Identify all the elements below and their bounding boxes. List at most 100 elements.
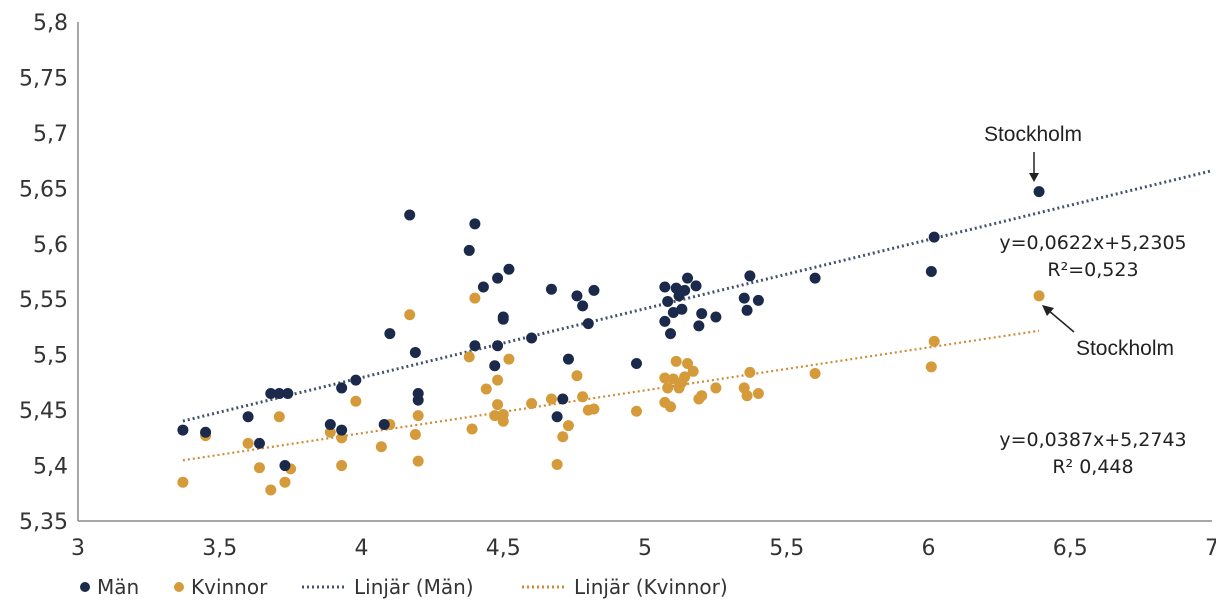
stockholm-kvinnor-label: Stockholm	[1076, 337, 1174, 360]
point-kvinnor	[744, 366, 756, 378]
point-kvinnor	[679, 371, 691, 383]
point-kvinnor	[1033, 290, 1045, 302]
point-man	[676, 303, 688, 315]
point-kvinnor	[279, 476, 291, 488]
point-man	[551, 411, 563, 423]
point-kvinnor	[412, 410, 424, 422]
x-tick-label: 3	[71, 536, 85, 561]
y-tick-label: 5,65	[19, 177, 68, 202]
point-man	[696, 308, 708, 320]
point-man	[469, 340, 481, 352]
y-tick-label: 5,5	[33, 344, 68, 369]
legend-trend-man-label: Linjär (Män)	[354, 575, 474, 599]
point-kvinnor	[577, 391, 589, 403]
point-kvinnor	[662, 382, 674, 394]
point-man	[253, 437, 265, 449]
point-man	[324, 419, 336, 431]
axes	[77, 22, 1212, 522]
y-tick-label: 5,75	[19, 66, 68, 91]
point-man	[350, 374, 362, 386]
x-tick-label: 3,5	[202, 536, 237, 561]
annotations: Stockholm y=0,0622x+5,2305 R²=0,523 Stoc…	[984, 123, 1187, 478]
point-man	[690, 280, 702, 292]
point-man	[477, 281, 489, 293]
point-man	[492, 340, 504, 352]
point-kvinnor	[324, 426, 336, 438]
point-man	[336, 382, 348, 394]
x-tick-label: 5	[638, 536, 652, 561]
point-kvinnor	[497, 409, 509, 421]
point-man	[562, 353, 574, 365]
man-r2-label: R²=0,523	[1047, 259, 1138, 281]
point-kvinnor	[480, 383, 492, 395]
point-kvinnor	[375, 441, 387, 453]
point-kvinnor	[350, 395, 362, 407]
point-man	[200, 426, 212, 438]
point-man	[273, 387, 285, 399]
y-tick-labels: 5,35 5,4 5,45 5,5 5,55 5,6 5,65 5,7 5,75 5,8	[19, 11, 68, 535]
point-kvinnor	[670, 355, 682, 367]
point-man	[744, 270, 756, 282]
point-man	[492, 272, 504, 284]
point-kvinnor	[588, 403, 600, 415]
point-man	[925, 266, 937, 277]
point-kvinnor	[741, 390, 753, 402]
point-man	[463, 244, 475, 256]
y-tick-label: 5,8	[33, 11, 68, 36]
stockholm-kvinnor-arrowhead	[1042, 305, 1054, 316]
point-man	[378, 419, 390, 431]
point-kvinnor	[551, 458, 563, 470]
point-kvinnor	[336, 460, 348, 472]
x-tick-label: 4	[355, 536, 369, 561]
y-tick-label: 5,45	[19, 399, 68, 424]
point-man	[928, 231, 940, 243]
x-tick-label: 7	[1205, 536, 1216, 561]
point-kvinnor	[492, 399, 504, 411]
point-kvinnor	[336, 432, 348, 444]
point-kvinnor	[253, 462, 265, 474]
legend-man-marker	[80, 582, 90, 592]
point-man	[412, 387, 424, 399]
legend-man-label: Män	[97, 575, 139, 599]
point-man	[667, 307, 679, 319]
point-kvinnor	[925, 361, 937, 373]
point-kvinnor	[710, 382, 722, 394]
point-kvinnor	[809, 368, 821, 380]
point-man	[242, 411, 254, 423]
point-man	[588, 284, 600, 296]
data-points	[177, 186, 1045, 496]
kvinnor-r2-label: R² 0,448	[1052, 456, 1133, 478]
point-kvinnor	[265, 484, 277, 496]
legend-kvinnor-marker	[174, 582, 184, 592]
trendline-kvinnor	[182, 329, 1040, 462]
point-man	[693, 320, 705, 332]
point-kvinnor	[242, 437, 254, 449]
point-man	[265, 387, 277, 399]
point-kvinnor	[667, 373, 679, 385]
y-tick-label: 5,35	[19, 510, 68, 535]
point-man	[662, 295, 674, 307]
x-tick-label: 6,5	[1053, 536, 1088, 561]
point-kvinnor	[503, 353, 515, 365]
x-tick-label: 5,5	[769, 536, 804, 561]
x-tick-label: 4,5	[486, 536, 521, 561]
point-man	[630, 358, 642, 370]
point-man	[679, 284, 691, 296]
point-kvinnor	[571, 370, 583, 382]
point-man	[336, 424, 348, 436]
point-man	[571, 290, 583, 302]
point-man	[659, 315, 671, 327]
point-man	[1033, 186, 1045, 198]
point-kvinnor	[687, 365, 699, 377]
point-man	[409, 346, 421, 358]
point-kvinnor	[466, 423, 478, 435]
point-man	[384, 328, 396, 340]
point-kvinnor	[928, 335, 940, 347]
point-kvinnor	[489, 410, 501, 422]
point-man	[582, 318, 594, 330]
y-tick-label: 5,4	[33, 455, 68, 480]
legend-trend-kvinnor-label: Linjär (Kvinnor)	[574, 575, 728, 599]
point-kvinnor	[545, 393, 557, 405]
x-tick-labels: 3 3,5 4 4,5 5 5,5 6 6,5 7	[71, 536, 1216, 561]
point-man	[682, 272, 694, 284]
